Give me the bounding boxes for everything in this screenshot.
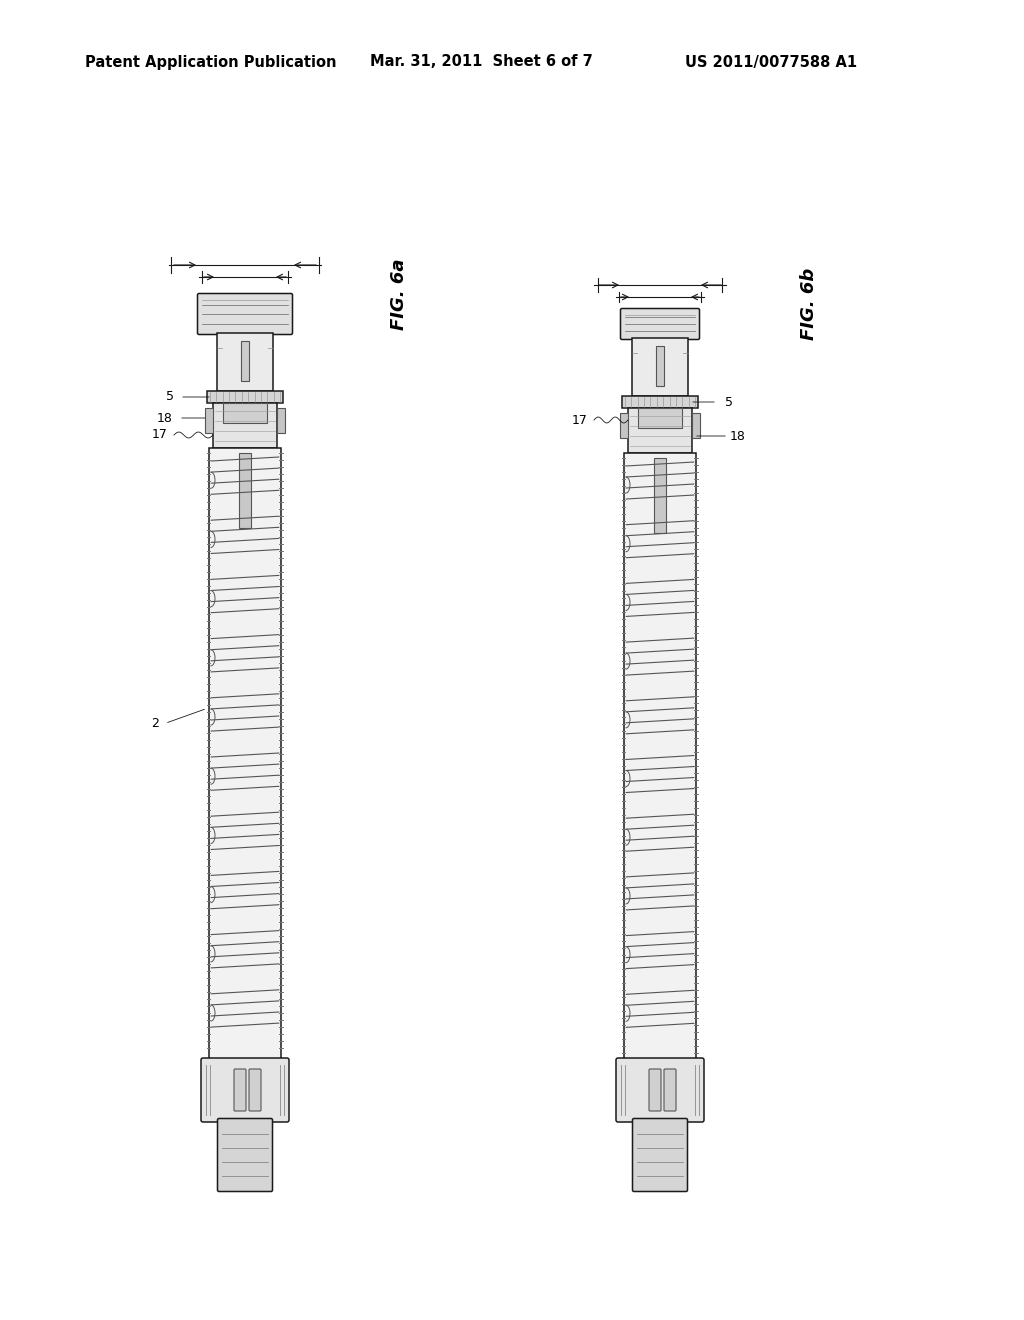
Bar xyxy=(213,403,278,447)
Bar xyxy=(624,453,696,1060)
Text: 2: 2 xyxy=(152,717,159,730)
FancyBboxPatch shape xyxy=(234,1069,246,1111)
Bar xyxy=(239,453,251,528)
Text: FIG. 6b: FIG. 6b xyxy=(800,268,818,341)
Text: 18: 18 xyxy=(157,412,173,425)
Bar xyxy=(207,391,283,403)
FancyBboxPatch shape xyxy=(649,1069,662,1111)
Bar xyxy=(638,408,682,428)
Text: 18: 18 xyxy=(730,429,745,442)
Text: FIG. 6a: FIG. 6a xyxy=(390,259,408,330)
Bar xyxy=(205,408,213,433)
Text: 17: 17 xyxy=(572,413,588,426)
Bar xyxy=(209,447,281,1060)
Bar xyxy=(628,408,692,453)
FancyBboxPatch shape xyxy=(633,1118,687,1192)
FancyBboxPatch shape xyxy=(664,1069,676,1111)
Bar xyxy=(632,338,688,396)
Bar xyxy=(692,413,700,438)
Bar xyxy=(278,408,285,433)
FancyBboxPatch shape xyxy=(621,309,699,339)
Bar xyxy=(622,396,698,408)
Text: Patent Application Publication: Patent Application Publication xyxy=(85,54,337,70)
FancyBboxPatch shape xyxy=(616,1059,705,1122)
FancyBboxPatch shape xyxy=(249,1069,261,1111)
FancyBboxPatch shape xyxy=(201,1059,289,1122)
Bar xyxy=(620,413,628,438)
Text: Mar. 31, 2011  Sheet 6 of 7: Mar. 31, 2011 Sheet 6 of 7 xyxy=(370,54,593,70)
Bar xyxy=(241,341,249,381)
Text: 5: 5 xyxy=(725,396,733,408)
Bar xyxy=(654,458,666,533)
FancyBboxPatch shape xyxy=(198,293,293,334)
Bar xyxy=(223,403,267,422)
Text: 5: 5 xyxy=(166,391,174,404)
Text: 17: 17 xyxy=(152,429,168,441)
Bar xyxy=(217,333,273,391)
Bar xyxy=(656,346,664,385)
FancyBboxPatch shape xyxy=(217,1118,272,1192)
Text: US 2011/0077588 A1: US 2011/0077588 A1 xyxy=(685,54,857,70)
